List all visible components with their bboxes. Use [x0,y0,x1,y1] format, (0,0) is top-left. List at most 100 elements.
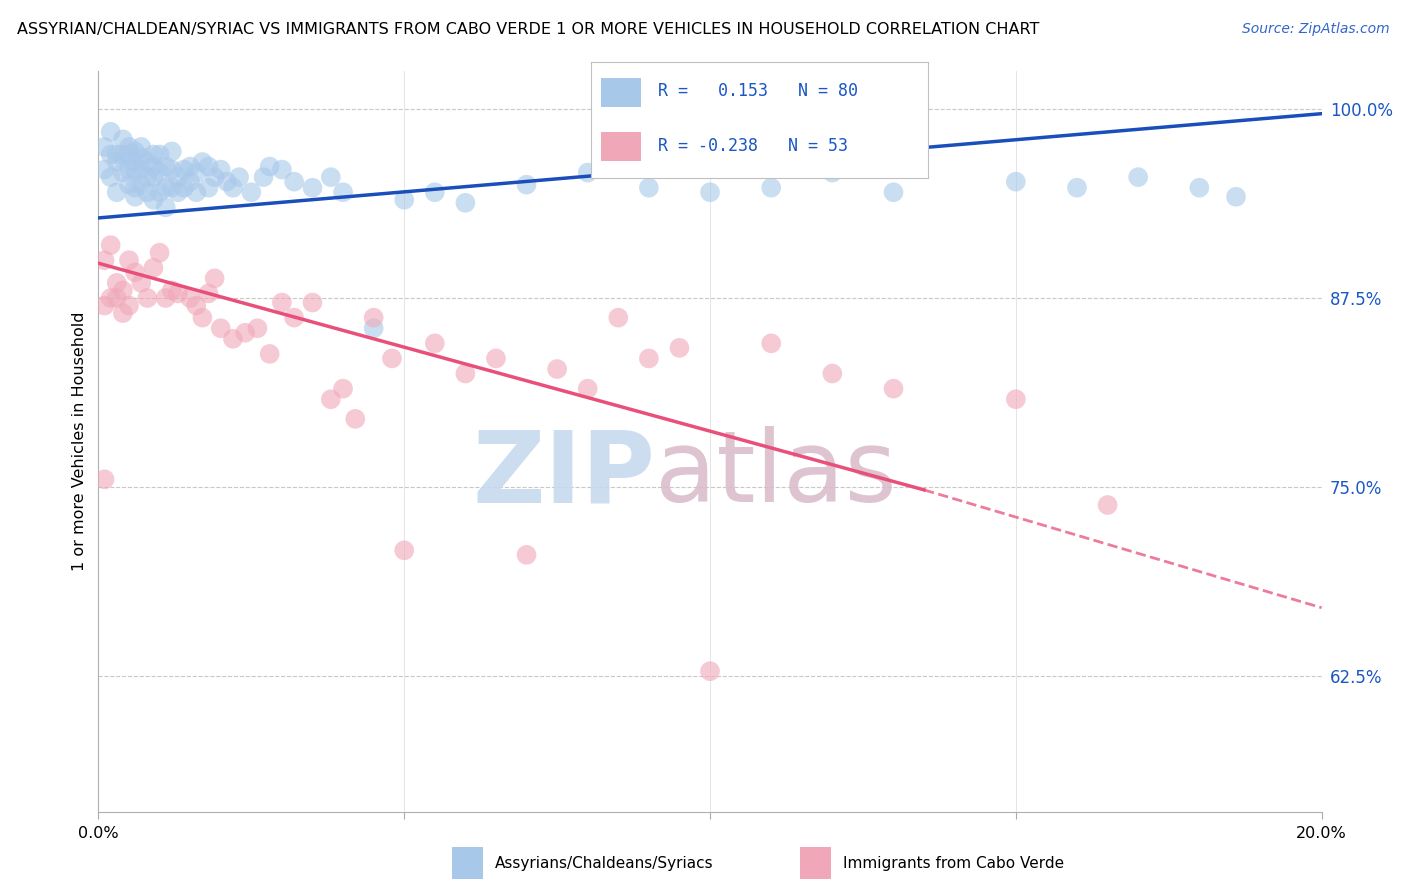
Point [142,260,165,275]
Text: Assyrians/Chaldeans/Syriacs: Assyrians/Chaldeans/Syriacs [495,855,713,871]
Point [516,548,538,562]
Point [118,299,141,313]
Point [179,291,201,305]
Point [167,286,190,301]
Point [118,162,141,177]
Point [259,160,281,174]
Point [129,178,152,192]
Point [93,299,115,313]
Point [319,392,342,407]
Point [392,543,416,558]
Point [167,186,190,200]
Point [93,140,115,154]
Point [607,310,630,325]
Point [179,160,201,174]
Point [118,140,141,154]
Point [209,321,232,335]
Point [111,132,134,146]
Point [363,321,385,335]
Point [111,147,134,161]
Point [699,186,721,200]
Point [149,147,172,161]
Point [883,186,905,200]
Point [301,295,323,310]
Point [111,306,134,320]
Point [93,253,115,268]
Point [136,186,159,200]
Point [283,310,305,325]
Text: ZIP: ZIP [472,426,655,524]
Point [233,326,256,340]
Point [124,155,146,169]
Point [270,295,292,310]
Point [124,145,146,159]
Point [129,276,152,290]
Text: atlas: atlas [655,426,897,524]
Point [149,186,172,200]
Point [191,310,214,325]
Point [129,162,152,177]
Point [105,186,128,200]
Point [105,155,128,169]
Point [319,170,342,185]
Text: Source: ZipAtlas.com: Source: ZipAtlas.com [1241,22,1389,37]
Point [332,382,354,396]
Point [1128,170,1150,185]
Point [124,190,146,204]
FancyBboxPatch shape [600,78,641,106]
Text: R = -0.238   N = 53: R = -0.238 N = 53 [658,137,848,155]
Point [222,332,245,346]
Point [197,180,219,194]
Point [576,382,599,396]
Point [100,238,122,252]
Point [124,162,146,177]
Point [821,367,844,381]
Point [155,200,177,214]
Point [155,291,177,305]
Point [222,180,245,194]
Y-axis label: 1 or more Vehicles in Household: 1 or more Vehicles in Household [72,312,87,571]
Point [191,155,214,169]
Point [1004,175,1026,189]
Point [576,165,599,179]
Text: R =   0.153   N = 80: R = 0.153 N = 80 [658,82,858,101]
Point [173,162,195,177]
Point [228,170,250,185]
Point [100,291,122,305]
Text: Immigrants from Cabo Verde: Immigrants from Cabo Verde [842,855,1064,871]
Point [344,412,367,426]
Point [142,160,165,174]
Point [516,178,538,192]
Point [111,284,134,298]
Point [454,195,477,210]
Point [423,186,446,200]
Point [93,472,115,486]
Point [186,186,208,200]
Point [215,175,238,189]
Point [160,162,183,177]
Point [173,180,195,194]
FancyBboxPatch shape [600,132,641,161]
Point [129,140,152,154]
Point [209,162,232,177]
Point [204,271,226,285]
Point [821,165,844,179]
Point [105,276,128,290]
Point [423,336,446,351]
Point [186,299,208,313]
Point [136,170,159,185]
Point [699,664,721,678]
Point [179,175,201,189]
Point [485,351,508,366]
Point [155,180,177,194]
Point [142,170,165,185]
Point [240,186,263,200]
Point [270,162,292,177]
Point [118,147,141,161]
Point [332,186,354,200]
FancyBboxPatch shape [800,847,831,880]
Point [142,147,165,161]
Point [1097,498,1119,512]
Point [283,175,305,189]
Point [1066,180,1088,194]
